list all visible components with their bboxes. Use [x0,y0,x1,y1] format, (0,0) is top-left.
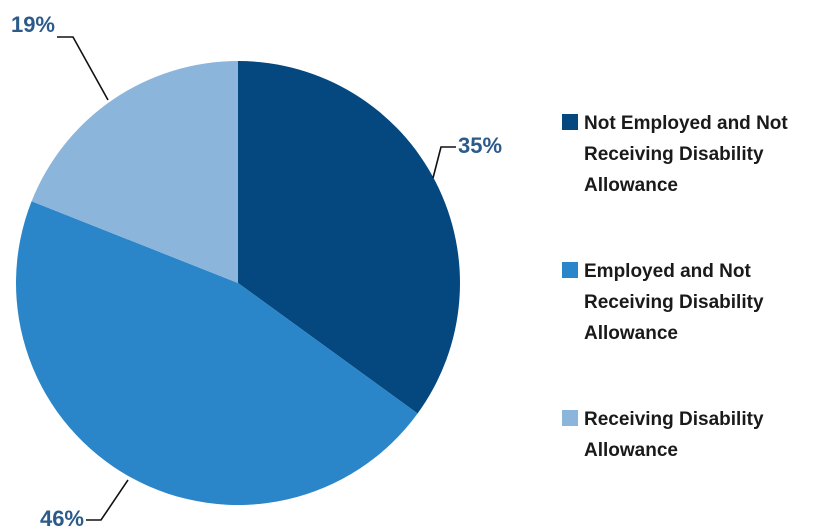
leader-line-46 [86,479,129,521]
legend-item-receiving: Receiving Disability Allowance [562,404,824,466]
leader-line-19 [57,36,109,101]
slice-receiving [31,61,239,283]
legend-swatch-receiving [562,410,578,426]
percentage-labels: 35% 46% 19% [11,12,502,527]
legend-swatch-not-employed [562,114,578,130]
label-leader-lines [57,36,456,521]
slice-not-employed [238,61,460,414]
slice-employed [16,201,418,505]
legend-label-receiving: Receiving Disability Allowance [584,409,764,461]
legend-label-employed: Employed and Not Receiving Disability Al… [584,261,764,344]
slice-label-employed: 46% [40,506,84,527]
leader-line-35 [432,146,456,179]
slice-label-not-employed: 35% [458,133,502,158]
pie-slices [16,61,460,505]
legend-item-not-employed: Not Employed and Not Receiving Disabilit… [562,108,824,256]
legend-label-not-employed: Not Employed and Not Receiving Disabilit… [584,113,788,196]
legend-item-employed: Employed and Not Receiving Disability Al… [562,256,824,404]
legend-swatch-employed [562,262,578,278]
slice-label-receiving: 19% [11,12,55,37]
legend: Not Employed and Not Receiving Disabilit… [562,108,824,466]
